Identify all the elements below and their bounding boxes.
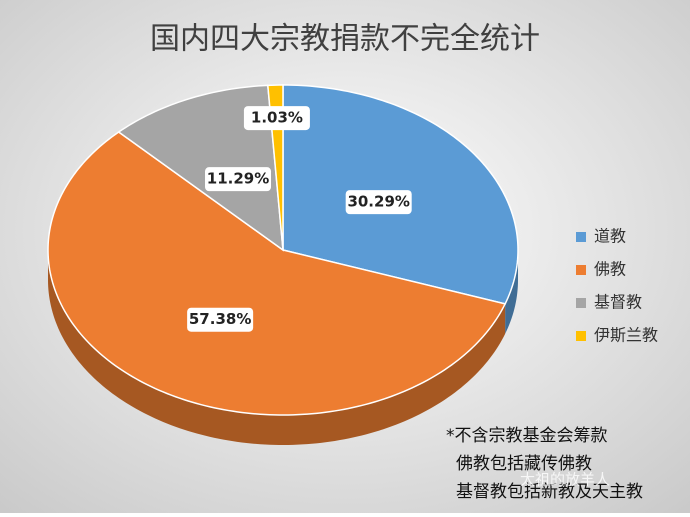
legend-label: 佛教: [594, 260, 626, 279]
legend-label: 道教: [594, 227, 626, 246]
watermark: 太祖的放羊人: [520, 471, 610, 489]
data-label: 11.29%: [207, 170, 269, 188]
chart-title: 国内四大宗教捐款不完全统计: [150, 22, 540, 57]
legend-swatch: [576, 298, 586, 308]
legend-label: 伊斯兰教: [594, 326, 658, 345]
legend-swatch: [576, 265, 586, 275]
data-label: 1.03%: [251, 109, 303, 127]
data-label: 30.29%: [347, 193, 409, 211]
legend-swatch: [576, 232, 586, 242]
label-box: [345, 190, 412, 215]
slice-side: [505, 250, 518, 334]
legend-label: 基督教: [594, 293, 642, 312]
slice: [117, 84, 284, 252]
label-box: [205, 167, 272, 192]
label-box: [243, 106, 310, 131]
label-box: [187, 307, 254, 332]
note: *不含宗教基金会筹款: [446, 426, 608, 446]
slice: [47, 131, 507, 416]
pie: 30.29% 57.38% 11.29% 1.03%: [47, 84, 519, 445]
data-label: 57.38%: [189, 310, 251, 328]
note: 佛教包括藏传佛教: [456, 454, 592, 474]
slice-side: [48, 250, 506, 445]
legend-swatch: [576, 331, 586, 341]
note: 基督教包括新教及天主教: [456, 482, 643, 502]
